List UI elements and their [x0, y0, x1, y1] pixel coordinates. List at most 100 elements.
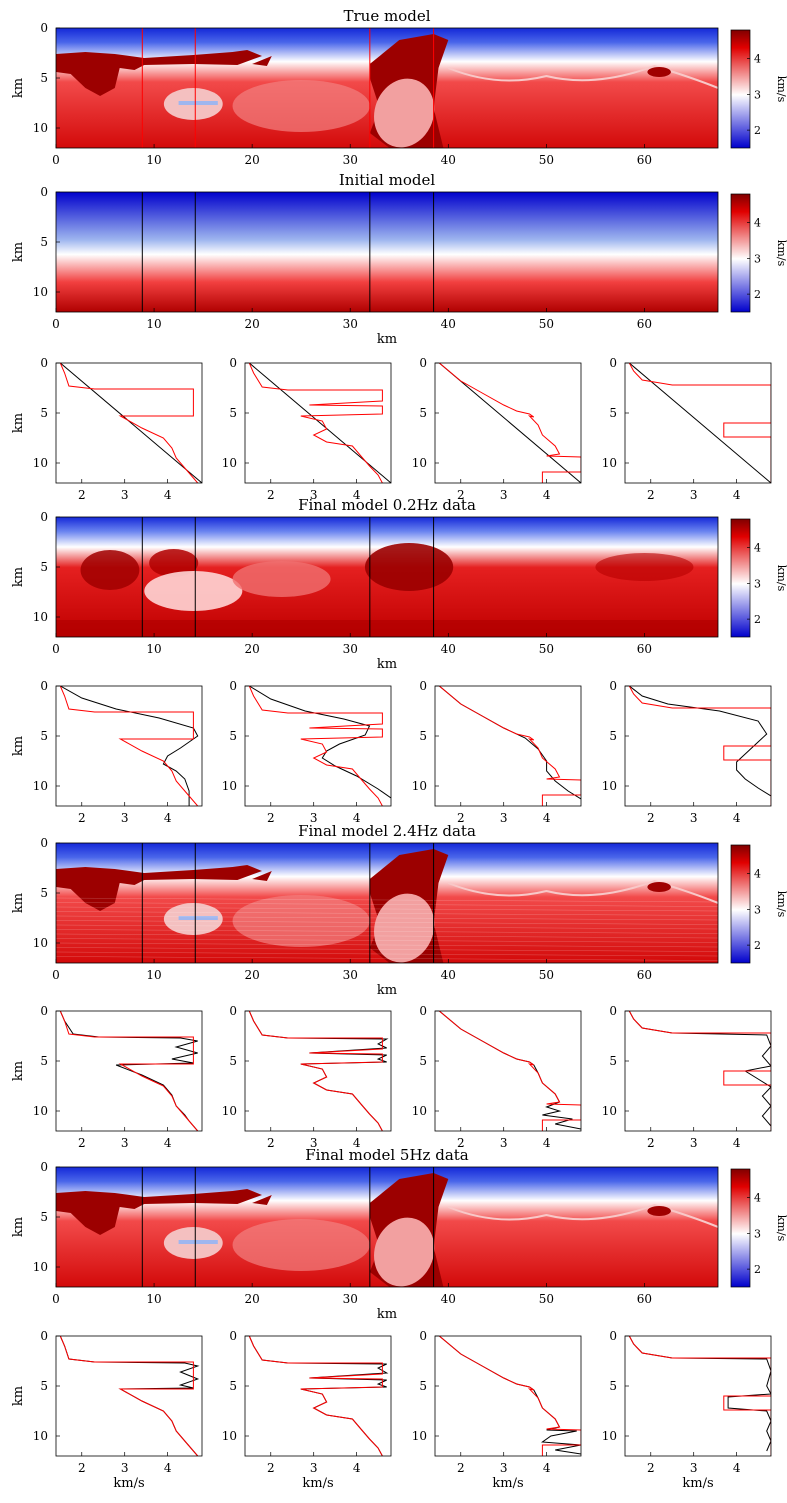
y-axis-label: km	[11, 893, 26, 913]
x-tick-label: 0	[52, 968, 60, 982]
colorbar-tick-label: 2	[754, 1263, 761, 1276]
profile-lines	[628, 363, 771, 483]
series-true	[438, 363, 581, 483]
striation	[56, 924, 718, 930]
y-tick-label: 10	[412, 779, 427, 793]
x-tick-label: 30	[343, 317, 358, 331]
y-tick-label: 5	[419, 406, 427, 420]
x-axis-label: km/s	[113, 1476, 144, 1491]
striation	[56, 897, 718, 903]
x-tick-label: 30	[343, 642, 358, 656]
x-tick-label: 20	[245, 1292, 260, 1306]
x-tick-label: 10	[146, 968, 161, 982]
chart-title: Final model 0.2Hz data	[298, 496, 476, 514]
axes-frame	[244, 362, 392, 484]
series-true	[438, 1336, 581, 1456]
y-tick-label: 0	[419, 679, 427, 693]
chart-profiles_24: 0 5 10 2 3 4 km 0 5 10 2 3 4 0 5 10 2 3 4 0 5 10 2 3 4	[11, 1004, 772, 1150]
y-tick-label: 10	[33, 285, 48, 299]
colorbar-tick-label: 4	[754, 53, 761, 66]
x-tick-label: 3	[310, 811, 318, 825]
x-tick-label: 2	[78, 811, 86, 825]
y-axis-label: km	[11, 567, 26, 587]
colorbar-label: km/s	[775, 565, 787, 592]
x-tick-label: 3	[310, 488, 318, 502]
y-tick-label: 10	[222, 779, 237, 793]
chart-true: 0 10 20 30 40 50 60 0 5 10 True model km 2 3 4 km/s	[11, 7, 787, 167]
series-model	[60, 686, 199, 806]
axes-frame	[55, 362, 203, 484]
chart-title: Initial model	[339, 171, 435, 189]
anomaly	[647, 67, 671, 77]
profile-panel-3: 0 5 10 2 3 4	[412, 1004, 582, 1150]
x-tick-label: 0	[52, 317, 60, 331]
x-tick-label: 3	[690, 1136, 698, 1150]
y-tick-label: 5	[609, 406, 617, 420]
series-model	[438, 363, 581, 483]
x-tick-label: 60	[637, 642, 652, 656]
chart-title: True model	[343, 7, 430, 25]
reflector	[447, 64, 718, 89]
y-tick-label: 0	[40, 1160, 48, 1174]
x-tick-label: 3	[690, 488, 698, 502]
blob	[149, 549, 199, 577]
y-axis-label: km	[11, 242, 26, 262]
colorbar-label: km/s	[775, 240, 787, 267]
axes-frame	[55, 1335, 203, 1457]
y-tick-label: 0	[419, 356, 427, 370]
axes-frame	[55, 191, 719, 313]
x-tick-label: 2	[457, 488, 465, 502]
y-axis-label: km	[11, 1217, 26, 1237]
x-tick-label: 4	[353, 488, 361, 502]
y-tick-label: 10	[412, 456, 427, 470]
x-tick-label: 10	[146, 153, 161, 167]
series-true	[59, 1011, 199, 1131]
series-true	[59, 363, 199, 483]
x-tick-label: 3	[500, 811, 508, 825]
x-axis-label: km/s	[492, 1476, 523, 1491]
profile-panel-4: 0 5 10 2 3 4	[602, 679, 772, 825]
profile-lines	[59, 686, 199, 806]
sediment-lens	[374, 78, 435, 148]
x-tick-label: 0	[52, 642, 60, 656]
y-tick-label: 5	[40, 235, 48, 249]
x-tick-label: 3	[121, 488, 129, 502]
striation	[56, 911, 718, 916]
series-true	[628, 1011, 771, 1131]
chart-title: Final model 2.4Hz data	[298, 822, 476, 840]
x-tick-label: 0	[52, 153, 60, 167]
x-tick-label: 4	[733, 488, 741, 502]
profile-lines	[248, 1011, 389, 1131]
y-tick-label: 10	[33, 1104, 48, 1118]
profile-lines	[438, 1336, 581, 1456]
y-tick-label: 0	[40, 1329, 48, 1343]
x-tick-label: 50	[539, 1292, 554, 1306]
x-tick-label: 2	[457, 1136, 465, 1150]
y-tick-label: 5	[40, 729, 48, 743]
x-tick-label: 60	[637, 153, 652, 167]
axes-frame	[624, 362, 772, 484]
x-tick-label: 60	[637, 1292, 652, 1306]
colorbar-tick-label: 3	[754, 577, 761, 590]
salt-body	[56, 865, 262, 911]
x-tick-label: 40	[441, 642, 456, 656]
series-true	[59, 1336, 199, 1456]
y-tick-label: 0	[40, 510, 48, 524]
x-tick-label: 3	[121, 1136, 129, 1150]
y-tick-label: 0	[229, 356, 237, 370]
colorbar-label: km/s	[775, 1215, 787, 1242]
x-tick-label: 4	[733, 1461, 741, 1475]
sediment-lens	[374, 1217, 435, 1287]
profile-panel-2: 0 5 10 2 3 4	[222, 1004, 392, 1150]
profile-lines	[248, 363, 391, 483]
x-tick-label: 2	[647, 811, 655, 825]
blob	[232, 561, 331, 597]
sediment-lens	[232, 895, 370, 947]
profile-lines	[248, 686, 391, 806]
series-model	[59, 1336, 200, 1456]
series-model	[59, 363, 202, 483]
axes-frame	[624, 685, 772, 807]
x-axis-label: km	[377, 983, 397, 998]
x-tick-label: 2	[647, 488, 655, 502]
x-tick-label: 20	[245, 642, 260, 656]
